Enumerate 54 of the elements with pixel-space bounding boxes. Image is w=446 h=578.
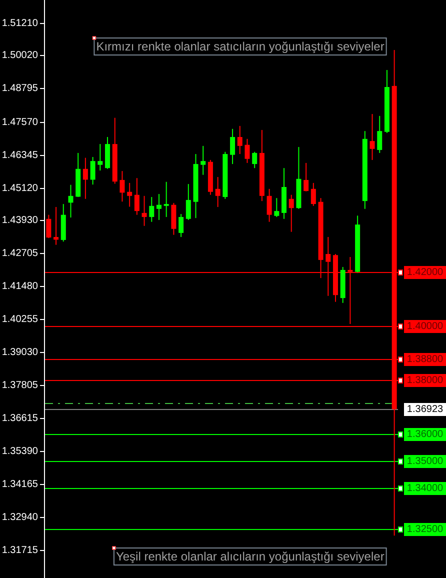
y-tick-label: 1.46345	[2, 150, 38, 161]
candlestick	[215, 176, 220, 208]
candlestick	[377, 115, 382, 154]
candlestick	[156, 194, 162, 220]
ref-line-label: 1.38000	[406, 375, 444, 386]
candlestick	[164, 181, 169, 218]
candlestick	[252, 151, 258, 169]
ref-line-label: 1.35000	[406, 456, 444, 467]
y-tick-label: 1.36615	[2, 413, 38, 424]
y-tick-label: 1.50020	[2, 50, 38, 61]
candlestick	[54, 206, 59, 246]
candlestick	[149, 196, 154, 222]
candlestick	[120, 170, 125, 202]
ref-line-label: 1.34000	[406, 483, 444, 494]
candlestick	[186, 184, 191, 220]
candlestick	[266, 188, 272, 222]
candlestick	[98, 144, 103, 172]
candlestick	[142, 195, 147, 226]
y-tick-label: 1.37805	[2, 380, 38, 391]
y-tick-label: 1.45120	[2, 183, 38, 194]
ref-line-label: 1.40000	[406, 321, 444, 332]
y-tick-label: 1.35390	[2, 446, 38, 457]
y-tick-label: 1.40255	[2, 314, 38, 325]
y-tick-label: 1.41480	[2, 281, 38, 292]
candlestick	[178, 214, 184, 238]
ref-line-label: 1.42000	[406, 267, 444, 278]
y-tick-label: 1.32940	[2, 512, 38, 523]
ref-line-label: 1.32500	[406, 524, 444, 535]
candlestick	[127, 182, 132, 208]
candlestick	[274, 198, 280, 218]
y-tick-label: 1.47570	[2, 117, 38, 128]
y-tick-label: 1.34165	[2, 479, 38, 490]
y-tick-label: 1.39030	[2, 347, 38, 358]
candlestick	[237, 125, 242, 155]
candlestick	[82, 157, 88, 200]
candlestick	[134, 178, 140, 216]
candlestick	[46, 214, 52, 239]
candlestick	[200, 145, 206, 176]
y-tick-label: 1.48795	[2, 83, 38, 94]
ref-line-label: 1.36923	[406, 404, 444, 415]
candlestick	[230, 128, 236, 165]
candlestick	[370, 114, 375, 160]
y-tick-label: 1.43930	[2, 215, 38, 226]
candlestick	[304, 162, 309, 192]
candlestick	[90, 156, 96, 186]
y-tick-label: 1.42705	[2, 248, 38, 259]
candlestick	[288, 194, 294, 232]
candlestick	[310, 182, 316, 206]
y-tick-label: 1.51210	[2, 18, 38, 29]
ref-line-label: 1.38800	[406, 354, 444, 365]
ref-line-label: 1.36000	[406, 429, 444, 440]
y-tick-label: 1.31715	[2, 545, 38, 556]
candlestick	[244, 138, 250, 164]
candlestick	[68, 184, 74, 218]
